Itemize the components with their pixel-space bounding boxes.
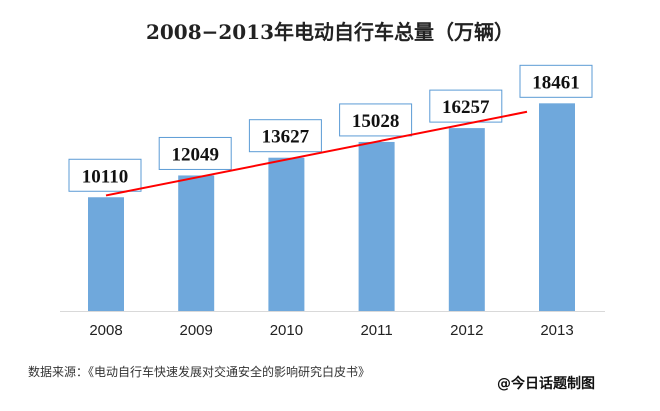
x-tick-label: 2009 [180, 322, 213, 339]
bar-2010 [268, 157, 305, 311]
data-label: 15028 [352, 111, 400, 132]
trendline [105, 110, 528, 197]
data-label: 13627 [262, 127, 310, 148]
x-tick-label: 2012 [450, 322, 483, 339]
data-label: 16257 [442, 97, 490, 118]
bar-2013 [539, 103, 575, 311]
bar-2012 [448, 128, 485, 311]
x-tick-label: 2011 [360, 322, 392, 339]
data-label: 12049 [171, 144, 219, 165]
chart-title: 2008−2013年电动自行车总量（万辆） [145, 20, 515, 44]
data-label: 18461 [532, 72, 580, 93]
data-label-box [519, 64, 593, 98]
data-label: 10110 [82, 166, 128, 187]
data-source-note: 数据来源：《电动自行车快速发展对交通安全的影响研究白皮书》 [28, 365, 371, 379]
x-tick-label: 2010 [270, 322, 303, 339]
bar-2008 [88, 197, 124, 311]
data-label-box [68, 158, 142, 192]
bar-2011 [358, 141, 395, 311]
data-label-box [248, 119, 322, 153]
bar-2009 [178, 175, 215, 311]
data-label-box [339, 103, 413, 137]
x-tick-label: 2013 [540, 322, 573, 339]
x-tick-label: 2008 [89, 322, 122, 339]
credit-watermark: @今日话题制图 [497, 376, 595, 392]
data-label-box [429, 89, 503, 123]
data-label-box [158, 136, 232, 170]
